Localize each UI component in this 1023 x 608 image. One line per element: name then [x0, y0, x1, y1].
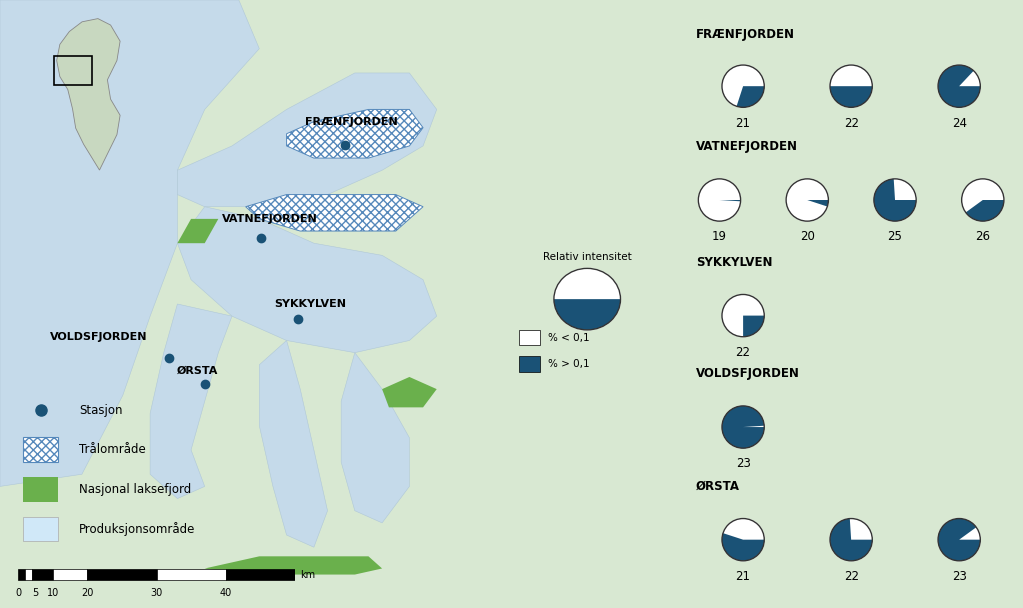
Bar	[33, 569, 53, 580]
Text: km: km	[300, 570, 315, 579]
Text: 21: 21	[736, 570, 751, 583]
Wedge shape	[966, 200, 1004, 221]
Bar	[53, 569, 88, 580]
Bar	[26, 569, 33, 580]
Wedge shape	[743, 316, 764, 337]
Bar	[18, 569, 26, 580]
Text: 22: 22	[844, 117, 858, 130]
Wedge shape	[737, 86, 764, 108]
Text: 10: 10	[47, 588, 59, 598]
Circle shape	[830, 519, 873, 561]
Text: 0: 0	[15, 588, 21, 598]
Wedge shape	[830, 519, 873, 561]
Text: VATNEFJORDEN: VATNEFJORDEN	[696, 140, 798, 153]
Text: Nasjonal laksefjord: Nasjonal laksefjord	[79, 483, 191, 496]
Circle shape	[938, 519, 980, 561]
Wedge shape	[874, 179, 917, 221]
Wedge shape	[938, 519, 980, 561]
Circle shape	[938, 65, 980, 108]
Text: 24: 24	[951, 117, 967, 130]
Text: VOLDSFJORDEN: VOLDSFJORDEN	[50, 333, 147, 342]
Text: VOLDSFJORDEN: VOLDSFJORDEN	[696, 367, 800, 380]
Circle shape	[722, 65, 764, 108]
Polygon shape	[383, 377, 437, 407]
Text: SYKKYLVEN: SYKKYLVEN	[274, 299, 347, 309]
Text: SYKKYLVEN: SYKKYLVEN	[696, 256, 772, 269]
Circle shape	[722, 294, 764, 337]
Text: FRÆNFJORDEN: FRÆNFJORDEN	[696, 27, 795, 41]
Text: FRÆNFJORDEN: FRÆNFJORDEN	[305, 117, 398, 126]
Text: 22: 22	[736, 346, 751, 359]
Text: 23: 23	[951, 570, 967, 583]
Polygon shape	[177, 219, 218, 243]
Text: 30: 30	[150, 588, 163, 598]
Polygon shape	[259, 340, 327, 547]
Circle shape	[722, 406, 764, 448]
Bar	[23, 477, 58, 502]
Polygon shape	[150, 304, 232, 499]
Bar	[23, 438, 58, 462]
Text: 23: 23	[736, 457, 751, 471]
Circle shape	[830, 65, 873, 108]
Wedge shape	[722, 406, 764, 448]
Circle shape	[786, 179, 829, 221]
Circle shape	[874, 179, 917, 221]
Polygon shape	[177, 207, 437, 353]
Bar	[519, 330, 540, 345]
Text: Trålområde: Trålområde	[79, 443, 146, 456]
Wedge shape	[938, 65, 980, 108]
Text: % > 0,1: % > 0,1	[548, 359, 589, 369]
Bar	[23, 517, 58, 541]
Text: 5: 5	[33, 588, 39, 598]
Text: 26: 26	[975, 230, 990, 243]
Polygon shape	[0, 0, 259, 486]
Text: Relativ intensitet: Relativ intensitet	[543, 252, 631, 262]
Polygon shape	[286, 109, 424, 158]
Text: 22: 22	[844, 570, 858, 583]
Polygon shape	[56, 19, 120, 170]
Text: 21: 21	[736, 117, 751, 130]
Wedge shape	[553, 299, 621, 330]
Wedge shape	[830, 86, 873, 108]
Text: 40: 40	[220, 588, 231, 598]
Text: Stasjon: Stasjon	[79, 404, 123, 416]
Text: 20: 20	[800, 230, 814, 243]
Circle shape	[553, 268, 621, 330]
Bar	[53, 56, 92, 85]
Text: ØRSTA: ØRSTA	[696, 480, 740, 493]
Wedge shape	[719, 200, 741, 201]
Bar	[157, 569, 225, 580]
Text: Produksjonsområde: Produksjonsområde	[79, 522, 195, 536]
Text: ØRSTA: ØRSTA	[177, 366, 219, 376]
Bar	[225, 569, 295, 580]
Polygon shape	[205, 556, 383, 575]
Wedge shape	[722, 533, 764, 561]
Text: 25: 25	[888, 230, 902, 243]
Text: % < 0,1: % < 0,1	[548, 333, 589, 342]
Circle shape	[699, 179, 741, 221]
Bar	[88, 569, 157, 580]
Circle shape	[962, 179, 1004, 221]
Polygon shape	[342, 353, 409, 523]
Text: VATNEFJORDEN: VATNEFJORDEN	[222, 214, 317, 224]
Bar	[519, 356, 540, 372]
Polygon shape	[246, 195, 424, 231]
Circle shape	[722, 519, 764, 561]
Wedge shape	[807, 200, 829, 207]
Polygon shape	[177, 73, 437, 207]
Text: 20: 20	[81, 588, 94, 598]
Text: 19: 19	[712, 230, 727, 243]
